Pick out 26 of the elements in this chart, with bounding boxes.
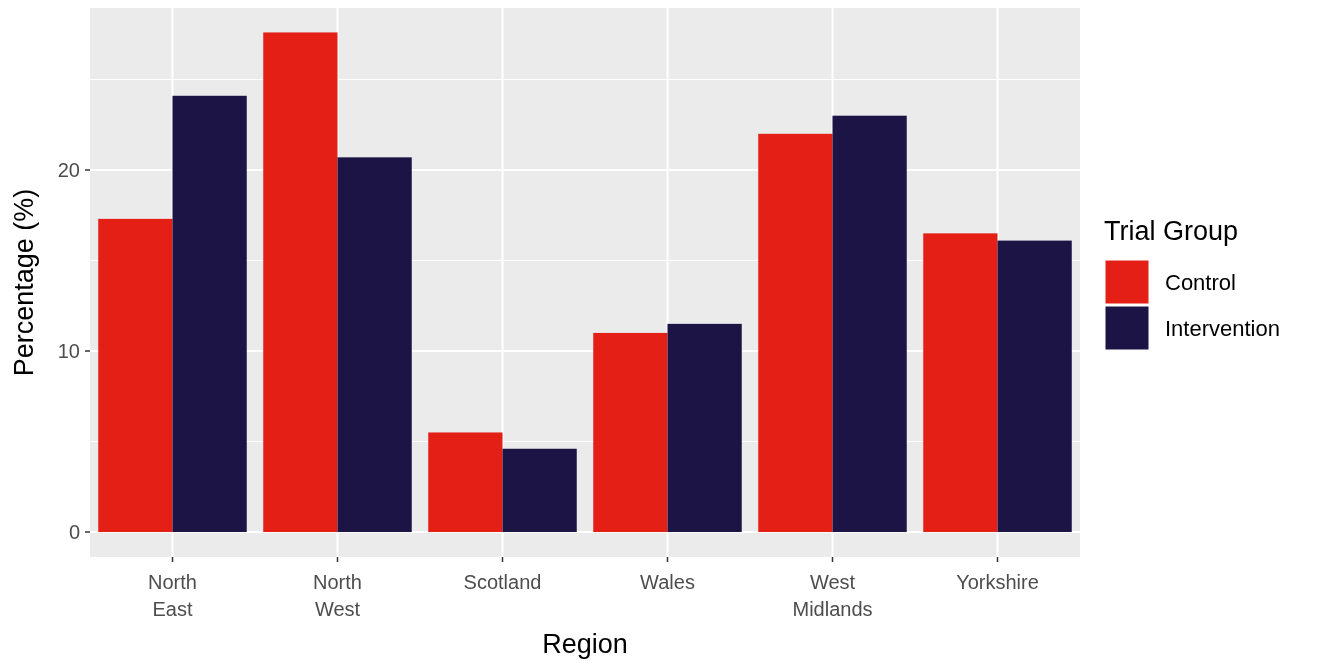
x-tick-label: Yorkshire (956, 571, 1039, 593)
x-tick-label: Wales (640, 571, 695, 593)
legend-title: Trial Group (1104, 216, 1239, 246)
bar (832, 115, 907, 533)
x-axis-title: Region (542, 629, 628, 659)
bar (997, 240, 1072, 533)
y-tick-label: 0 (68, 521, 80, 544)
bar (758, 133, 833, 533)
x-tick-label: West Midlands (792, 571, 873, 620)
bar (428, 432, 503, 533)
y-axis-title: Percentage (%) (9, 188, 39, 377)
bar (337, 157, 412, 533)
legend-label: Intervention (1165, 315, 1280, 341)
legend-label: Control (1165, 269, 1236, 295)
bar (923, 233, 998, 533)
y-tick-label: 10 (57, 340, 80, 363)
bar (263, 32, 338, 533)
bar (502, 448, 577, 533)
y-tick-label: 20 (57, 159, 80, 181)
x-tick-label: North West (313, 571, 362, 620)
x-tick-label: Scotland (463, 571, 542, 593)
bar (98, 218, 173, 533)
bar (667, 323, 742, 533)
bar (172, 95, 247, 533)
bar (593, 332, 668, 533)
x-tick-label: North East (148, 571, 197, 620)
